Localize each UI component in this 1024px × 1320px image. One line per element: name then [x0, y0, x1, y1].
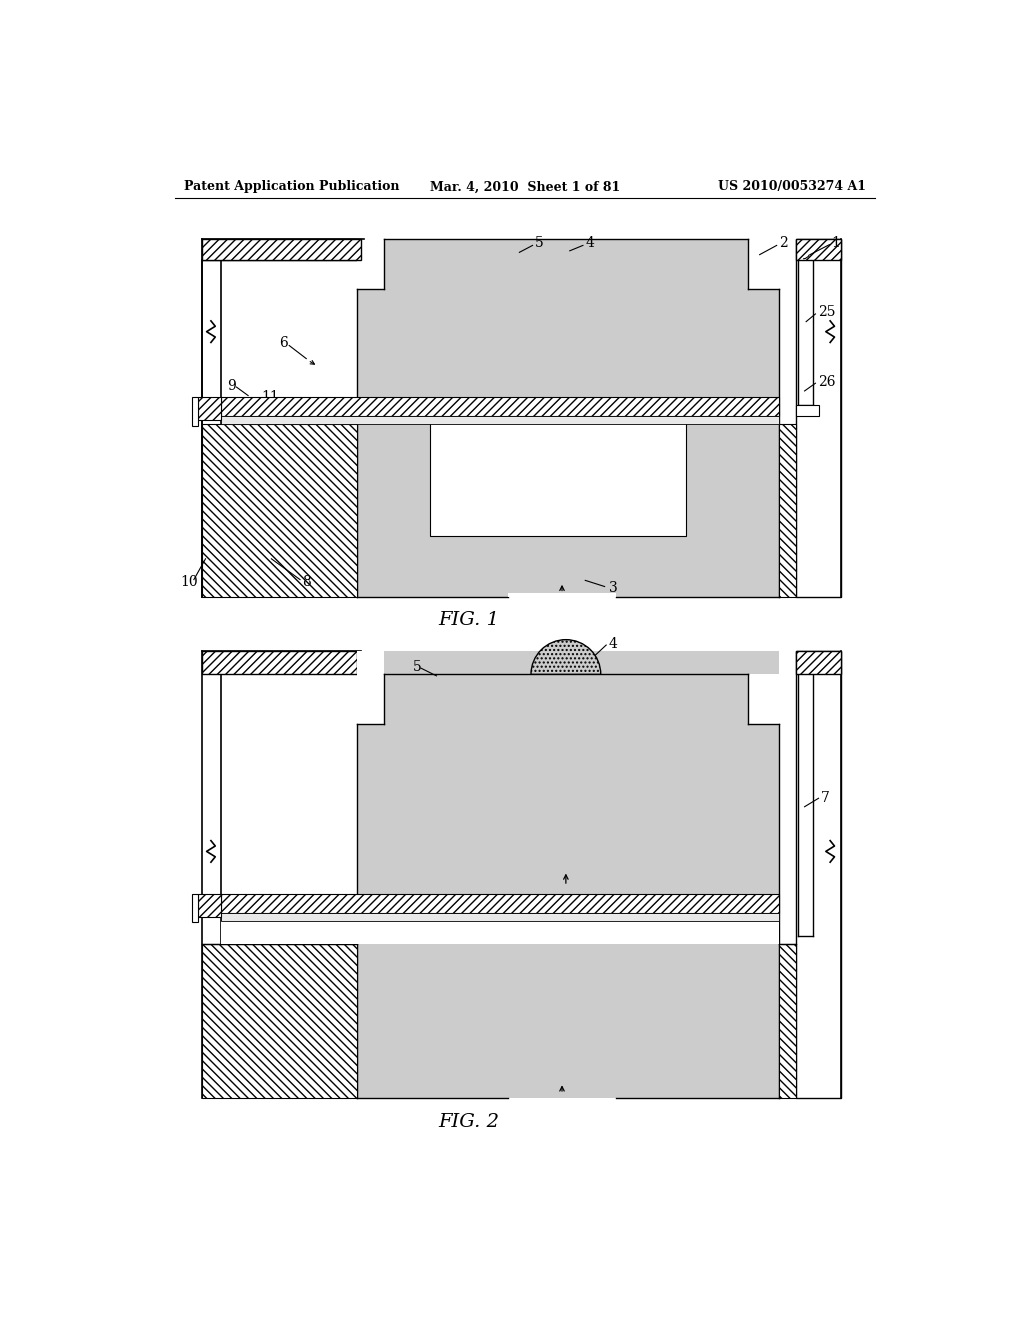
Text: 10: 10 [180, 576, 199, 589]
Bar [798, 260, 813, 405]
Bar [221, 921, 779, 944]
Text: 4: 4 [608, 636, 617, 651]
Bar [430, 405, 686, 536]
Bar [202, 944, 356, 1098]
Bar [191, 894, 198, 923]
Bar [202, 424, 356, 598]
Text: US 2010/0053274 A1: US 2010/0053274 A1 [718, 181, 866, 194]
Bar [356, 651, 779, 1098]
Bar [202, 239, 360, 260]
Bar [356, 651, 384, 725]
Text: 6: 6 [280, 337, 288, 350]
Text: 25: 25 [818, 305, 836, 319]
Bar [508, 594, 616, 598]
Bar [796, 651, 841, 1098]
Bar [356, 239, 779, 598]
Text: 5: 5 [414, 660, 422, 673]
Text: 9: 9 [227, 379, 236, 392]
Text: 4: 4 [586, 236, 594, 249]
Bar [796, 239, 841, 598]
Text: 8: 8 [302, 576, 311, 589]
Text: FIG. 2: FIG. 2 [438, 1114, 500, 1131]
Bar [356, 239, 384, 289]
Text: 1: 1 [831, 236, 841, 249]
Bar [748, 675, 779, 725]
Bar [356, 651, 779, 1098]
Bar [198, 397, 221, 420]
Text: 26: 26 [818, 375, 836, 388]
Text: 2: 2 [779, 236, 787, 249]
Text: 7: 7 [821, 791, 829, 804]
Bar [191, 397, 198, 425]
Bar [356, 675, 384, 725]
Bar [779, 944, 796, 1098]
Wedge shape [531, 640, 601, 675]
Bar [202, 651, 356, 675]
Bar [221, 894, 779, 913]
Text: 5: 5 [535, 236, 544, 249]
Text: 11: 11 [261, 391, 280, 404]
Bar [202, 239, 356, 260]
Bar [221, 397, 779, 416]
Bar [796, 405, 819, 416]
Bar [221, 913, 779, 921]
Bar [796, 239, 841, 260]
Text: 3: 3 [608, 581, 617, 595]
Bar [796, 651, 841, 675]
Bar [198, 894, 221, 917]
Text: 7: 7 [555, 447, 564, 462]
Bar [748, 239, 779, 289]
Bar [221, 416, 779, 424]
Text: Patent Application Publication: Patent Application Publication [183, 181, 399, 194]
Text: FIG. 1: FIG. 1 [438, 611, 500, 630]
Bar [356, 239, 779, 598]
Text: Mar. 4, 2010  Sheet 1 of 81: Mar. 4, 2010 Sheet 1 of 81 [430, 181, 620, 194]
Bar [779, 424, 796, 598]
